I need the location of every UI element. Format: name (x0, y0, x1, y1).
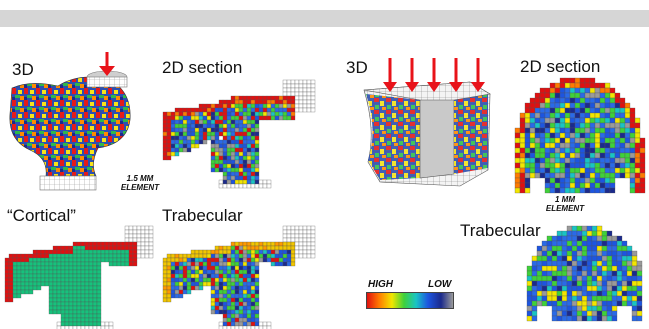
left-trabecular-label: Trabecular (162, 206, 243, 225)
right-element-note: 1 MM ELEMENT (535, 195, 595, 213)
left-element-note: 1.5 MM ELEMENT (110, 174, 170, 192)
legend-low-label: LOW (428, 279, 452, 290)
voxel-grid (162, 225, 316, 329)
cortical-label: “Cortical” (7, 206, 76, 225)
right-2d-section-label: 2D section (520, 57, 601, 76)
title-bar (0, 10, 649, 27)
vertebra-3d-model (363, 58, 491, 187)
left-2d-section-label: 2D section (162, 58, 243, 77)
right-element-word: ELEMENT (545, 204, 585, 213)
legend-high-label: HIGH (368, 279, 393, 290)
density-colorbar (366, 292, 454, 309)
load-arrow-icon (99, 52, 115, 76)
left-element-size: 1.5 MM (126, 174, 154, 183)
left-trabecular-section-map (162, 225, 316, 329)
voxel-grid (4, 225, 154, 329)
right-element-size: 1 MM (555, 195, 575, 204)
left-3d-label: 3D (12, 60, 34, 79)
femur-3d-model (9, 52, 131, 191)
right-trabecular-section-map (526, 225, 643, 322)
voxel-grid (526, 225, 643, 322)
left-element-word: ELEMENT (120, 183, 160, 192)
right-2d-section-map (514, 77, 646, 194)
right-trabecular-label: Trabecular (460, 221, 541, 240)
load-arrows-icon (383, 58, 485, 92)
voxel-grid (514, 77, 646, 194)
voxel-grid (162, 79, 316, 189)
left-2d-section-map (162, 79, 316, 189)
right-3d-label: 3D (346, 58, 368, 77)
cortical-section-map (4, 225, 154, 329)
